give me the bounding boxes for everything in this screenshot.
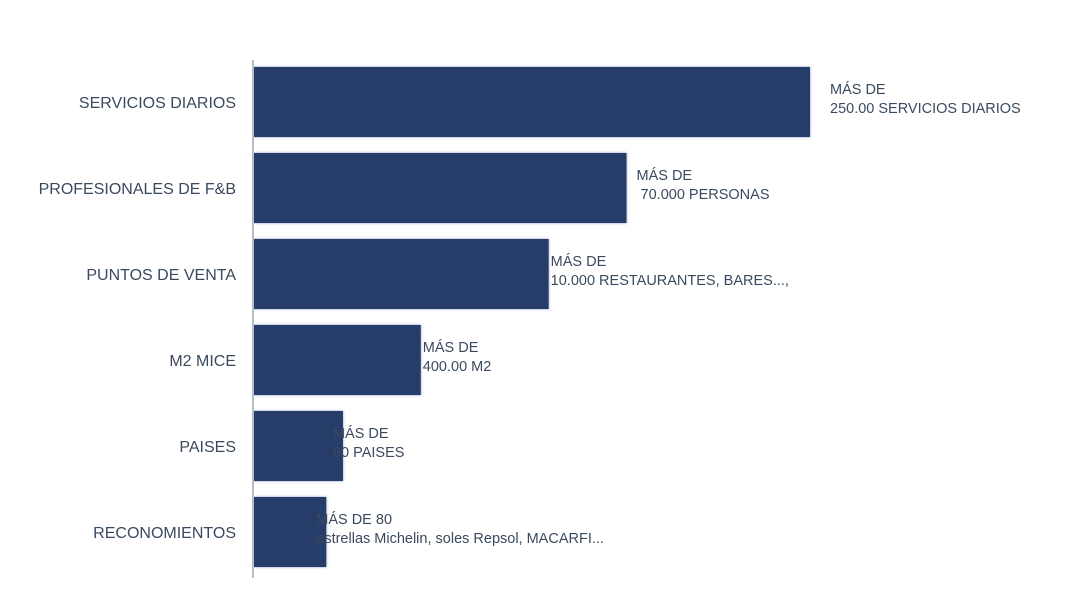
category-label: PAISES — [179, 439, 236, 456]
data-label-line: estrellas Michelin, soles Repsol, MACARF… — [316, 531, 604, 547]
category-label: RECONOMIENTOS — [93, 525, 236, 542]
bar-3 — [254, 325, 421, 395]
data-label-line: 400.00 M2 — [423, 359, 492, 375]
data-label: MÁS DE 80 PAISES — [333, 425, 404, 461]
data-label-line: MÁS DE — [830, 81, 886, 98]
data-label: MÁS DE 70.000 PERSONAS — [637, 167, 770, 203]
data-label-line: MÁS DE — [551, 253, 607, 270]
bar-2 — [254, 239, 549, 309]
data-label-line: MÁS DE 80 — [316, 511, 392, 528]
data-label: MÁS DE 400.00 M2 — [423, 339, 492, 375]
data-label-line: 250.00 SERVICIOS DIARIOS — [830, 101, 1021, 117]
bar-4 — [254, 411, 343, 481]
data-label: MÁS DE 80 estrellas Michelin, soles Repso… — [316, 511, 604, 547]
bar-0 — [254, 67, 810, 137]
category-label: PROFESIONALES DE F&B — [39, 181, 236, 198]
category-label: SERVICIOS DIARIOS — [79, 95, 236, 112]
data-label-line: 70.000 PERSONAS — [637, 187, 770, 203]
data-label: MÁS DE 250.00 SERVICIOS DIARIOS — [830, 81, 1021, 117]
data-label-line: MÁS DE — [423, 339, 479, 356]
data-label-line: MÁS DE — [637, 167, 693, 184]
data-label-line: 80 PAISES — [333, 445, 404, 461]
category-label: PUNTOS DE VENTA — [86, 267, 236, 284]
category-label: M2 MICE — [169, 353, 236, 370]
data-label: MÁS DE 10.000 RESTAURANTES, BARES..., — [551, 253, 789, 289]
bar-5 — [254, 497, 327, 567]
data-label-line: MÁS DE — [333, 425, 389, 442]
bar-1 — [254, 153, 627, 223]
data-label-line: 10.000 RESTAURANTES, BARES..., — [551, 273, 789, 289]
